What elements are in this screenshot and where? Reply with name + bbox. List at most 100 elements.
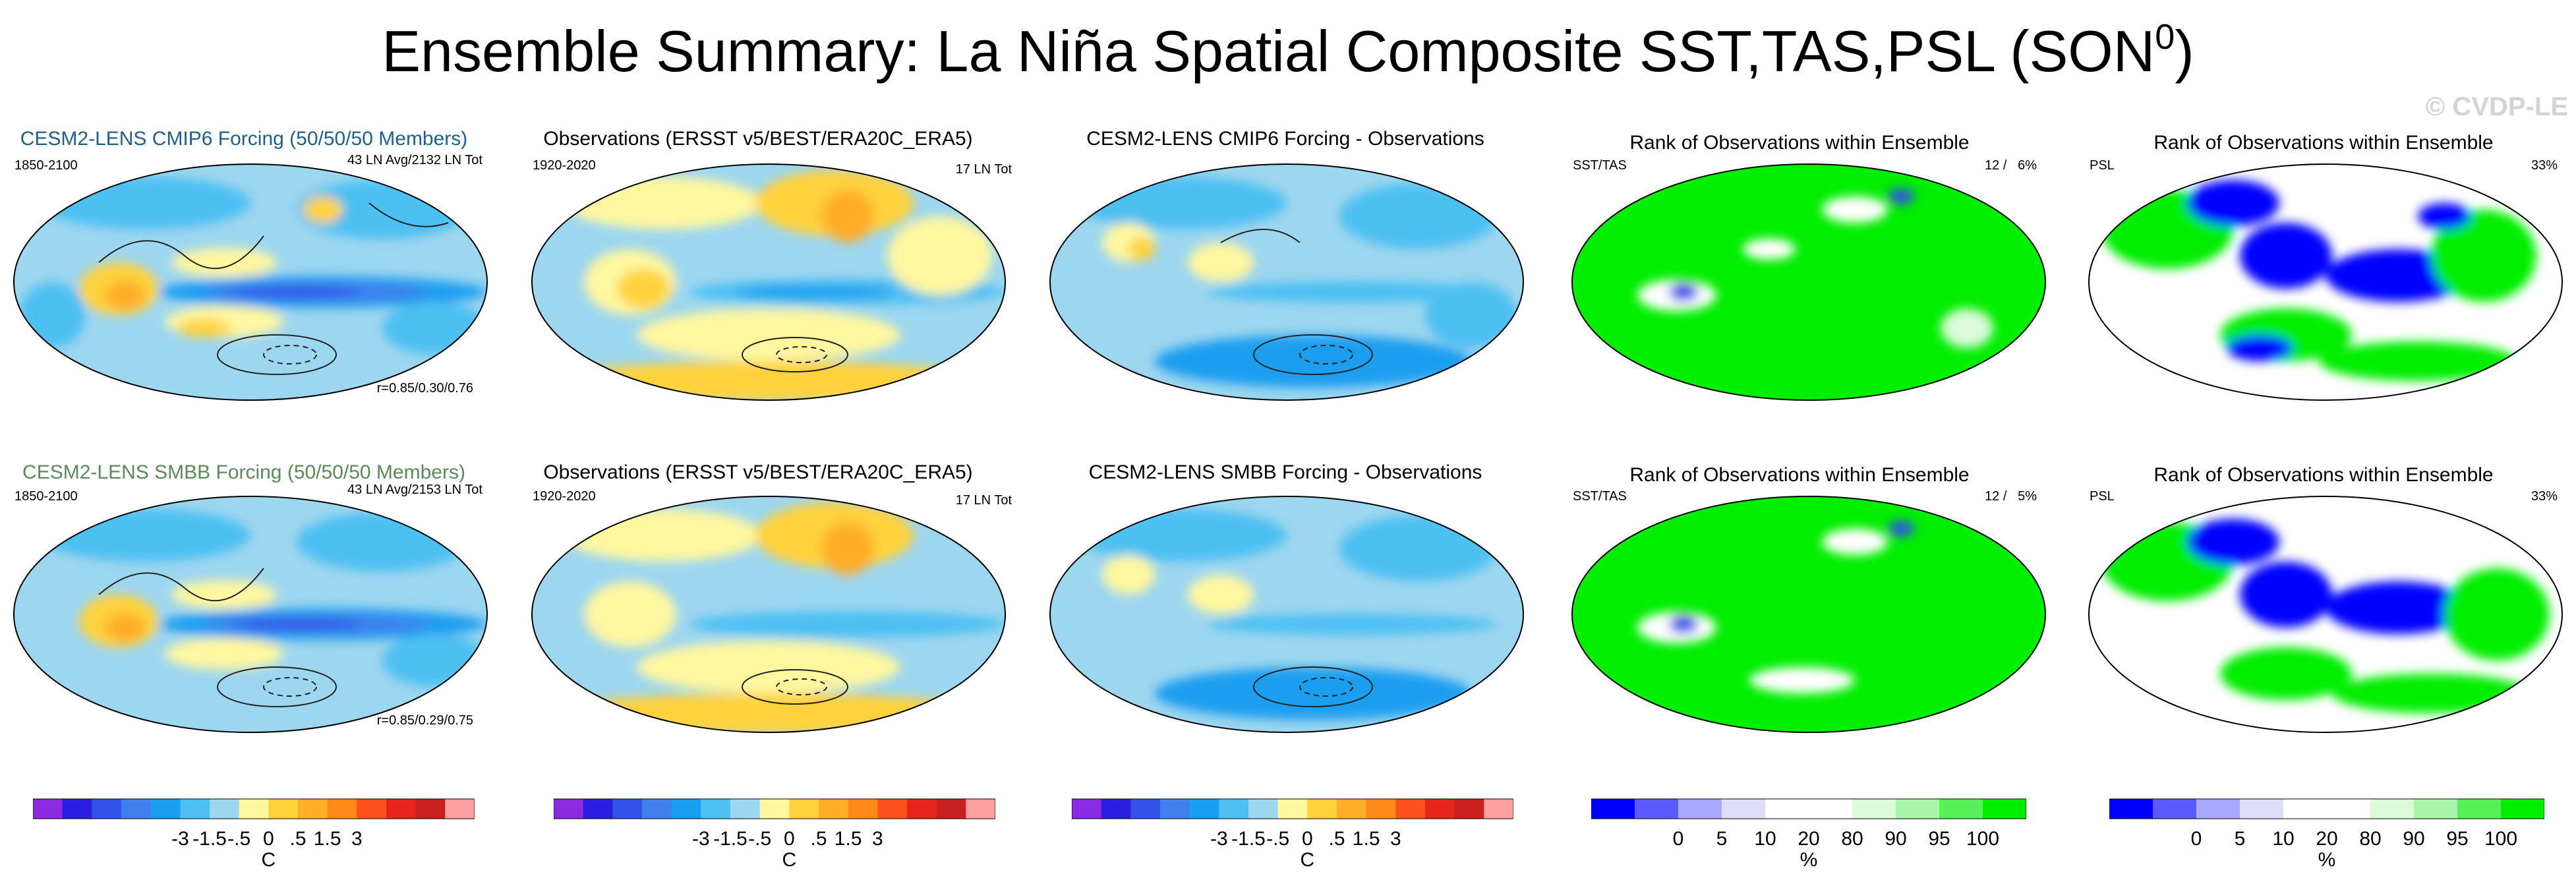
colorbar-swatch [1939,799,1983,819]
colorbar-tick-label: 5 [2235,828,2246,850]
colorbar-swatch [1809,799,1853,819]
colorbar-swatch [180,799,210,819]
colorbar-swatch [33,799,63,819]
colorbar-tick-label: .5 [810,828,827,850]
panel-title-rank-psl: Rank of Observations within Ensemble [2153,464,2494,486]
colorbar-swatch [1591,799,1635,819]
colorbar-tick-label: 80 [1841,828,1863,850]
colorbar-swatch [612,799,643,819]
pattern-correlation: r=0.85/0.30/0.76 [376,381,473,396]
colorbar-swatch [239,799,269,819]
panel-rank-stat: 33% [2531,158,2558,173]
colorbar-unit: % [2318,849,2336,870]
colorbar-swatch [819,799,849,819]
colorbar-tick-label: -.5 [748,828,771,850]
colorbar-swatch [1722,799,1766,819]
pattern-correlation: r=0.85/0.29/0.75 [376,713,473,728]
colorbar-tick-label: 0 [1673,828,1684,850]
colorbar-tick-label: -1.5 [192,828,227,850]
colorbar-swatch [327,799,357,819]
colorbar-tick-label: 90 [2403,828,2424,850]
colorbar-temp: -3 -1.5 -.5 0 .5 1.5 3 C [1072,798,1513,870]
map-observations [531,496,1006,733]
colorbar-tick-label: -1.5 [1231,828,1266,850]
panel-stats: 43 LN Avg/2153 LN Tot [347,483,483,497]
colorbar-swatch [1983,799,2026,819]
page-title: Ensemble Summary: La Niña Spatial Compos… [382,17,2194,84]
colorbar-swatch [357,799,387,819]
colorbar-temp: -3 -1.5 -.5 0 .5 1.5 3 C [33,798,475,870]
colorbar-swatch [268,799,299,819]
colorbar-tick-label: 5 [1716,828,1728,850]
map-difference [1049,496,1524,733]
colorbar-swatch [1484,799,1513,819]
colorbar-tick-label: -.5 [1266,828,1289,850]
map-observations [531,163,1006,401]
panel-period: 1920-2020 [533,489,596,504]
colorbar-swatch [2283,799,2327,819]
map-rank-psl [2088,163,2563,401]
colorbar-tick-label: .5 [289,828,306,850]
colorbar-tick-label: -3 [692,828,710,850]
colorbar-swatch [2501,799,2544,819]
panel-stats: 17 LN Tot [955,493,1012,508]
colorbar-frame [554,798,995,819]
colorbar-swatch [92,799,122,819]
panel-title-obs: Observations (ERSST v5/BEST/ERA20C_ERA5) [543,128,973,150]
colorbar-swatch [1395,799,1426,819]
colorbar-tick-label: 100 [2484,828,2517,850]
colorbar-unit: C [782,849,796,870]
colorbar-swatch [2327,799,2371,819]
map-model-cmip6 [13,163,488,401]
colorbar-unit: C [1300,849,1314,870]
colorbar-swatch [298,799,328,819]
colorbar-tick-label: 95 [1928,828,1950,850]
colorbar-swatch [1454,799,1484,819]
colorbar-swatch [1277,799,1308,819]
colorbar-tick-label: 95 [2446,828,2468,850]
colorbar-swatch [210,799,240,819]
colorbar-swatch [1852,799,1896,819]
map-rank-psl [2088,496,2563,733]
panel-rank-stat: 12 / 5% [1985,489,2037,504]
colorbar-swatch [1635,799,1679,819]
map-rank-sst-tas [1571,163,2046,401]
colorbar-swatch [1307,799,1337,819]
colorbar-swatch [2109,799,2153,819]
panel-title-rank-psl: Rank of Observations within Ensemble [2153,132,2494,154]
colorbar-swatch [1072,799,1102,819]
colorbar-tick-label: 3 [872,828,883,850]
colorbar-swatch [759,799,790,819]
panel-title-difference: CESM2-LENS CMIP6 Forcing - Observations [1086,128,1484,150]
colorbar-unit: % [1800,849,1818,870]
colorbar-unit: C [261,849,276,870]
colorbar-swatch [2370,799,2415,819]
colorbar-tick-label: 80 [2359,828,2381,850]
colorbar-swatch [789,799,819,819]
colorbar-swatch [1101,799,1131,819]
colorbar-swatch [642,799,672,819]
panel-stats: 43 LN Avg/2132 LN Tot [347,153,483,167]
map-difference [1049,163,1524,401]
colorbar-swatch [415,799,446,819]
colorbar-swatch [1189,799,1219,819]
colorbar-swatch [966,799,995,819]
colorbar-temp: -3 -1.5 -.5 0 .5 1.5 3 C [554,798,995,870]
colorbar-swatch [386,799,417,819]
panel-period: 1920-2020 [533,158,596,173]
colorbar-tick-label: 1.5 [314,828,341,850]
colorbar-swatch [1678,799,1722,819]
colorbar-swatch [730,799,761,819]
colorbar-swatch [583,799,613,819]
colorbar-swatch [2240,799,2284,819]
colorbar-tick-label: 0 [1302,828,1313,850]
colorbar-tick-label: -3 [1210,828,1228,850]
colorbar-swatch [1130,799,1161,819]
colorbar-swatch [554,799,584,819]
map-rank-sst-tas [1571,496,2046,733]
colorbar-rank: 0 5 10 20 80 90 95 100% [2109,798,2544,870]
panel-title-difference: CESM2-LENS SMBB Forcing - Observations [1088,461,1482,483]
colorbar-tick-label: 1.5 [1353,828,1380,850]
colorbar-rank: 0 5 10 20 80 90 95 100% [1591,798,2026,870]
colorbar-swatch [1366,799,1396,819]
